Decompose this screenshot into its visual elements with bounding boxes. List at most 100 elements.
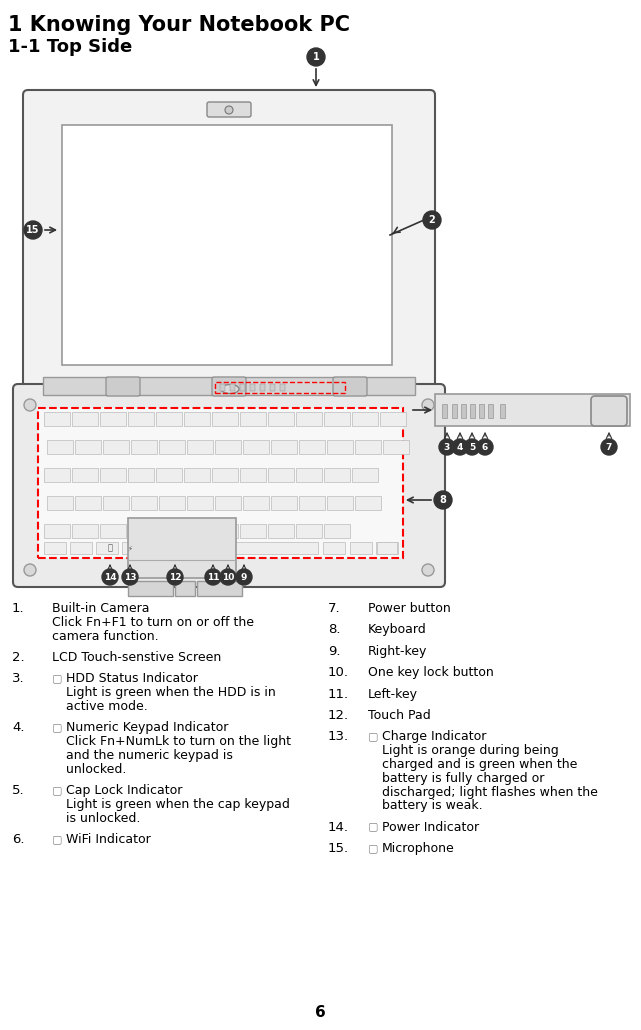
Text: 11: 11 [207,573,219,582]
Text: unlocked.: unlocked. [66,763,126,776]
Circle shape [423,211,441,229]
FancyBboxPatch shape [212,377,246,396]
Text: ▢: ▢ [52,722,63,732]
Text: Charge Indicator: Charge Indicator [382,730,487,744]
Bar [299,440,325,454]
Text: 7.: 7. [328,602,340,615]
Text: Microphone: Microphone [382,843,454,855]
Bar [128,412,154,426]
Text: 5: 5 [469,443,475,451]
Bar [327,496,353,510]
Text: Click Fn+NumLk to turn on the light: Click Fn+NumLk to turn on the light [66,735,291,748]
Bar [131,496,157,510]
FancyBboxPatch shape [13,384,445,587]
Bar [212,524,238,538]
Bar [72,412,98,426]
Ellipse shape [221,384,239,393]
Bar [47,440,73,454]
Bar [215,496,241,510]
Text: ⚡: ⚡ [128,546,133,552]
Bar [377,542,397,554]
Bar [220,384,225,391]
Bar [72,524,98,538]
Bar [75,496,101,510]
Circle shape [225,106,233,114]
Bar [442,404,447,418]
Bar [122,542,192,554]
Text: Keyboard: Keyboard [368,623,427,637]
Bar [271,496,297,510]
Circle shape [452,439,468,455]
Bar [184,468,210,482]
Bar [70,542,92,554]
Bar [271,440,297,454]
Text: 2.: 2. [12,651,24,664]
Bar [327,440,353,454]
Bar [44,524,70,538]
Bar [128,468,154,482]
Text: 14: 14 [104,573,116,582]
Bar [500,404,505,418]
Text: 10: 10 [222,573,234,582]
Text: Light is green when the cap keypad: Light is green when the cap keypad [66,798,290,811]
Text: 14.: 14. [328,821,349,833]
Bar [75,440,101,454]
Bar [212,468,238,482]
Text: 2: 2 [429,215,435,225]
Bar [184,412,210,426]
Text: LCD Touch-senstive Screen: LCD Touch-senstive Screen [52,651,221,664]
Bar [296,412,322,426]
Circle shape [434,491,452,509]
Bar [212,412,238,426]
Text: 11.: 11. [328,688,349,700]
Circle shape [205,569,221,585]
Bar [260,384,265,391]
Circle shape [307,48,325,66]
Text: 6: 6 [482,443,488,451]
Bar [215,440,241,454]
FancyBboxPatch shape [333,377,367,396]
Bar [38,408,403,558]
Text: ▢: ▢ [52,785,63,795]
Text: camera function.: camera function. [52,629,158,643]
Text: ⏻: ⏻ [108,543,113,552]
Bar [187,440,213,454]
Text: 4: 4 [457,443,463,451]
Bar [230,384,235,391]
Text: Touch Pad: Touch Pad [368,709,431,722]
Bar [383,440,409,454]
Text: 1: 1 [313,52,319,62]
Bar [100,468,126,482]
Circle shape [102,569,118,585]
Bar [296,468,322,482]
Text: 1.: 1. [12,602,24,615]
FancyBboxPatch shape [106,377,140,396]
Bar [488,404,493,418]
Text: ▢: ▢ [368,731,378,742]
Text: charged and is green when the: charged and is green when the [382,758,578,770]
Circle shape [220,569,236,585]
Bar [159,440,185,454]
Bar [324,468,350,482]
Bar [47,496,73,510]
Bar [268,412,294,426]
Bar [128,518,236,578]
Text: 4.: 4. [12,721,24,734]
FancyBboxPatch shape [23,90,435,390]
Bar [243,440,269,454]
Bar [452,404,457,418]
Circle shape [167,569,183,585]
Bar [240,468,266,482]
Bar [100,524,126,538]
Bar [323,542,345,554]
Text: 3.: 3. [12,673,24,685]
Text: Light is orange during being: Light is orange during being [382,744,559,757]
Text: Built-in Camera: Built-in Camera [52,602,149,615]
Bar [175,581,195,596]
Bar [296,524,322,538]
Bar [72,468,98,482]
Text: battery is weak.: battery is weak. [382,799,483,813]
Bar [240,412,266,426]
Circle shape [601,439,617,455]
Text: WiFi Indicator: WiFi Indicator [66,833,151,847]
